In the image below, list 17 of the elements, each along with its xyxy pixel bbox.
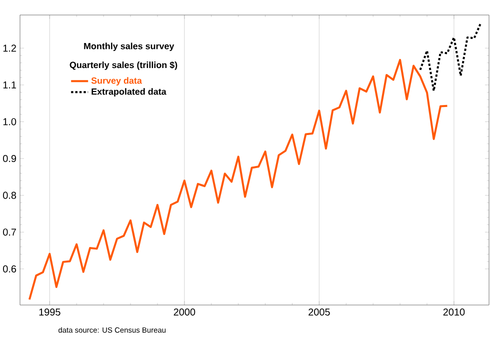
line-series [419, 22, 482, 92]
y-tick-label: 0.9 [3, 155, 16, 162]
x-tick-label: 2000 [174, 308, 196, 316]
y-tick-label: 1.0 [3, 118, 16, 126]
line-series [28, 58, 448, 300]
x-tick-label: 2005 [308, 308, 330, 316]
y-tick-label: 0.6 [3, 265, 16, 272]
legend-label: Extrapolated data [92, 88, 166, 97]
x-tick-label: 2010 [443, 308, 465, 316]
y-tick-label: 0.7 [3, 228, 16, 236]
x-tick-label: 1995 [39, 308, 60, 316]
y-tick-label: 0.8 [3, 192, 16, 199]
y-tick-label: 1.1 [3, 81, 16, 88]
y-tick-label: 1.2 [3, 44, 16, 52]
legend-label: Survey data [91, 77, 142, 86]
text: Monthly sales survey [84, 42, 174, 52]
legend-title: Quarterly sales (trillion $) [70, 61, 178, 70]
